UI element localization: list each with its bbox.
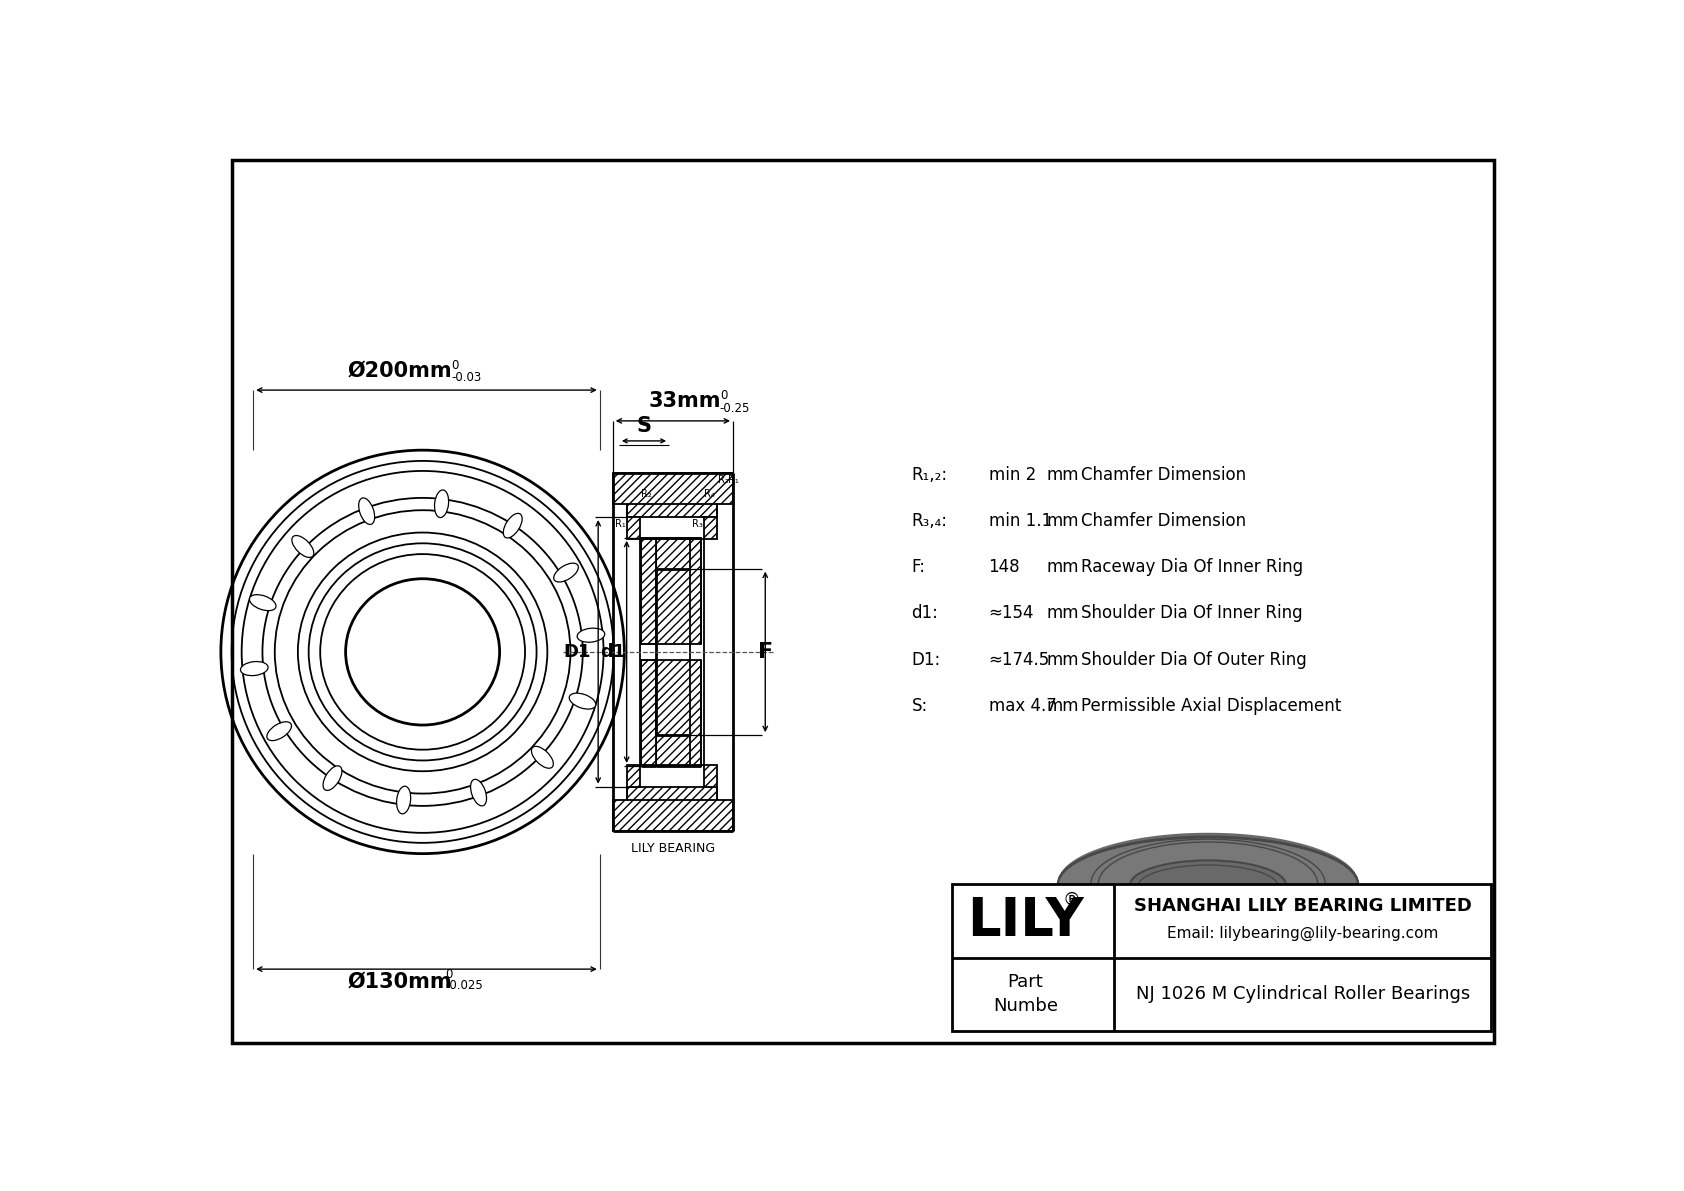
Text: mm: mm bbox=[1046, 559, 1079, 576]
Ellipse shape bbox=[1138, 865, 1278, 909]
Polygon shape bbox=[628, 517, 640, 538]
Ellipse shape bbox=[359, 498, 374, 524]
Ellipse shape bbox=[241, 661, 268, 675]
Ellipse shape bbox=[1058, 904, 1359, 1000]
Polygon shape bbox=[657, 538, 701, 644]
Ellipse shape bbox=[1130, 928, 1287, 977]
Text: Ø130mm: Ø130mm bbox=[347, 972, 451, 992]
Polygon shape bbox=[613, 786, 733, 830]
Text: SHANGHAI LILY BEARING LIMITED: SHANGHAI LILY BEARING LIMITED bbox=[1133, 897, 1472, 915]
Ellipse shape bbox=[504, 513, 522, 538]
Text: max 4.7: max 4.7 bbox=[989, 697, 1056, 715]
Ellipse shape bbox=[532, 747, 554, 768]
Text: D1: D1 bbox=[562, 643, 591, 661]
Text: NJ 1026 M Cylindrical Roller Bearings: NJ 1026 M Cylindrical Roller Bearings bbox=[1135, 985, 1470, 1003]
Text: 0: 0 bbox=[446, 968, 453, 981]
Ellipse shape bbox=[291, 536, 313, 557]
Text: d1:: d1: bbox=[911, 604, 938, 623]
Text: R₂: R₂ bbox=[642, 490, 652, 499]
Text: Ø200mm: Ø200mm bbox=[347, 360, 451, 380]
Ellipse shape bbox=[470, 779, 487, 806]
Text: LILY BEARING: LILY BEARING bbox=[632, 842, 716, 855]
Text: R₃: R₃ bbox=[692, 518, 702, 529]
Text: Shoulder Dia Of Inner Ring: Shoulder Dia Of Inner Ring bbox=[1081, 604, 1303, 623]
Polygon shape bbox=[704, 517, 717, 538]
Text: R₁: R₁ bbox=[727, 475, 738, 485]
Polygon shape bbox=[657, 660, 701, 766]
Text: min 2: min 2 bbox=[989, 466, 1036, 484]
Text: R₁: R₁ bbox=[615, 518, 626, 529]
Polygon shape bbox=[613, 473, 733, 517]
Ellipse shape bbox=[569, 693, 596, 709]
Ellipse shape bbox=[434, 490, 448, 518]
Text: 148: 148 bbox=[989, 559, 1021, 576]
Ellipse shape bbox=[1058, 837, 1359, 933]
Text: d1: d1 bbox=[600, 643, 625, 661]
Text: LILY: LILY bbox=[967, 894, 1084, 947]
Text: Chamfer Dimension: Chamfer Dimension bbox=[1081, 512, 1246, 530]
Text: ®: ® bbox=[1063, 891, 1081, 909]
Polygon shape bbox=[628, 765, 640, 786]
Text: ≈154: ≈154 bbox=[989, 604, 1034, 623]
Text: ≈174.5: ≈174.5 bbox=[989, 650, 1049, 668]
Text: F: F bbox=[758, 642, 773, 662]
Text: F:: F: bbox=[911, 559, 926, 576]
Text: mm: mm bbox=[1046, 466, 1079, 484]
Text: S:: S: bbox=[911, 697, 928, 715]
Bar bbox=[953, 885, 1492, 1030]
Text: -0.25: -0.25 bbox=[719, 401, 749, 414]
Text: mm: mm bbox=[1046, 697, 1079, 715]
Text: Chamfer Dimension: Chamfer Dimension bbox=[1081, 466, 1246, 484]
Text: Part
Numbe: Part Numbe bbox=[994, 973, 1058, 1015]
Text: D1:: D1: bbox=[911, 650, 941, 668]
Text: mm: mm bbox=[1046, 604, 1079, 623]
Ellipse shape bbox=[249, 594, 276, 611]
Ellipse shape bbox=[323, 766, 342, 791]
Ellipse shape bbox=[554, 563, 578, 582]
Text: mm: mm bbox=[1046, 512, 1079, 530]
Text: mm: mm bbox=[1046, 650, 1079, 668]
Text: R₄: R₄ bbox=[704, 490, 716, 499]
Polygon shape bbox=[704, 765, 717, 786]
Text: R₃,₄:: R₃,₄: bbox=[911, 512, 948, 530]
Ellipse shape bbox=[1058, 837, 1359, 933]
Text: Email: lilybearing@lily-bearing.com: Email: lilybearing@lily-bearing.com bbox=[1167, 925, 1438, 941]
Text: Raceway Dia Of Inner Ring: Raceway Dia Of Inner Ring bbox=[1081, 559, 1303, 576]
Ellipse shape bbox=[1130, 860, 1287, 910]
Text: Shoulder Dia Of Outer Ring: Shoulder Dia Of Outer Ring bbox=[1081, 650, 1307, 668]
Text: 0: 0 bbox=[719, 389, 727, 403]
Ellipse shape bbox=[266, 722, 291, 741]
Text: S: S bbox=[637, 416, 652, 436]
Text: 33mm: 33mm bbox=[648, 391, 721, 411]
Text: Permissible Axial Displacement: Permissible Axial Displacement bbox=[1081, 697, 1340, 715]
Text: R₁,₂:: R₁,₂: bbox=[911, 466, 948, 484]
Text: R₂: R₂ bbox=[719, 475, 729, 485]
Text: min 1.1: min 1.1 bbox=[989, 512, 1052, 530]
Polygon shape bbox=[640, 660, 657, 766]
Text: 0: 0 bbox=[451, 358, 458, 372]
Text: -0.025: -0.025 bbox=[446, 979, 483, 992]
Polygon shape bbox=[640, 538, 657, 644]
Ellipse shape bbox=[1130, 892, 1287, 943]
Polygon shape bbox=[1058, 833, 1359, 952]
Ellipse shape bbox=[578, 628, 605, 642]
Text: -0.03: -0.03 bbox=[451, 370, 482, 384]
Ellipse shape bbox=[397, 786, 411, 813]
Ellipse shape bbox=[1058, 902, 1359, 1003]
